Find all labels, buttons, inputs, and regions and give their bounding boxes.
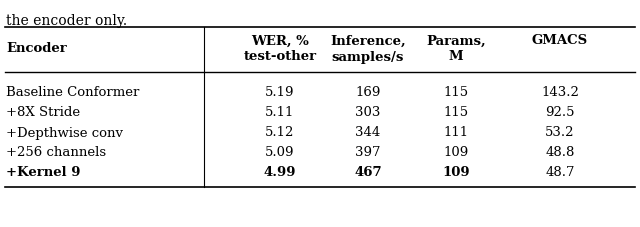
Text: the encoder only.: the encoder only. [6, 14, 127, 28]
Text: 53.2: 53.2 [545, 126, 575, 139]
Text: Baseline Conformer: Baseline Conformer [6, 86, 140, 99]
Text: Inference,: Inference, [330, 34, 406, 47]
Text: 5.19: 5.19 [265, 86, 295, 99]
Text: Encoder: Encoder [6, 42, 67, 55]
Text: 4.99: 4.99 [264, 166, 296, 179]
Text: 48.8: 48.8 [545, 146, 575, 159]
Text: +Depthwise conv: +Depthwise conv [6, 126, 123, 139]
Text: 115: 115 [444, 106, 468, 119]
Text: samples/s: samples/s [332, 50, 404, 63]
Text: +256 channels: +256 channels [6, 146, 106, 159]
Text: test-other: test-other [243, 50, 317, 63]
Text: 111: 111 [444, 126, 468, 139]
Text: 5.11: 5.11 [266, 106, 294, 119]
Text: 169: 169 [355, 86, 381, 99]
Text: 115: 115 [444, 86, 468, 99]
Text: 109: 109 [444, 146, 468, 159]
Text: 397: 397 [355, 146, 381, 159]
Text: +Kernel 9: +Kernel 9 [6, 166, 81, 179]
Text: M: M [449, 50, 463, 63]
Text: 109: 109 [442, 166, 470, 179]
Text: 48.7: 48.7 [545, 166, 575, 179]
Text: WER, %: WER, % [251, 34, 309, 47]
Text: 344: 344 [355, 126, 381, 139]
Text: +8X Stride: +8X Stride [6, 106, 80, 119]
Text: 143.2: 143.2 [541, 86, 579, 99]
Text: 5.12: 5.12 [266, 126, 294, 139]
Text: 92.5: 92.5 [545, 106, 575, 119]
Text: 303: 303 [355, 106, 381, 119]
Text: Params,: Params, [426, 34, 486, 47]
Text: 467: 467 [354, 166, 382, 179]
Text: 5.09: 5.09 [265, 146, 295, 159]
Text: GMACS: GMACS [532, 34, 588, 47]
